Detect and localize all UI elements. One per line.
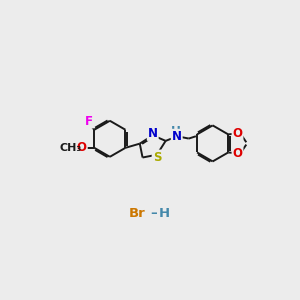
- Text: O: O: [232, 147, 242, 160]
- Text: F: F: [85, 115, 93, 128]
- Text: S: S: [153, 151, 161, 164]
- Text: H: H: [171, 125, 181, 138]
- Text: N: N: [172, 130, 182, 143]
- Text: O: O: [77, 141, 87, 154]
- Text: –: –: [150, 207, 157, 220]
- Text: CH₃: CH₃: [59, 143, 81, 153]
- Text: Br: Br: [129, 207, 146, 220]
- Text: H: H: [159, 207, 170, 220]
- Text: N: N: [148, 127, 158, 140]
- Text: O: O: [232, 127, 242, 140]
